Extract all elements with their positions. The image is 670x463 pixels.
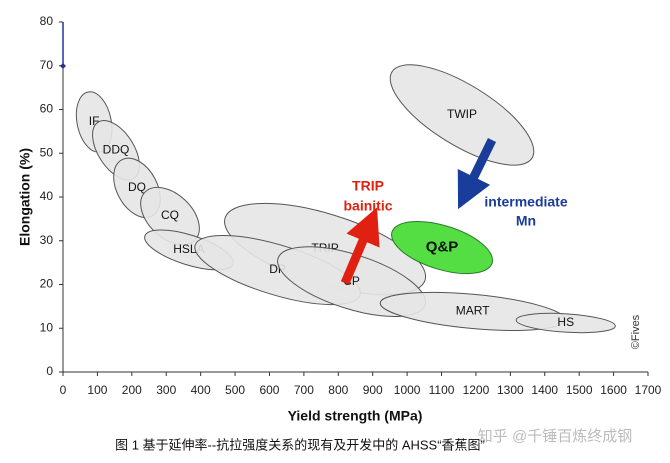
region-label: TWIP: [447, 107, 477, 121]
x-tick-label: 400: [191, 383, 211, 397]
x-tick-label: 700: [294, 383, 314, 397]
x-tick-label: 0: [60, 383, 67, 397]
region-label: IF: [89, 114, 100, 128]
y-tick-label: 70: [40, 58, 54, 72]
x-tick-label: 800: [328, 383, 348, 397]
caption: 图 1 基于延伸率--抗拉强度关系的现有及开发中的 AHSS“香蕉图”: [115, 437, 485, 452]
arrow: [340, 207, 380, 285]
region-label: DDQ: [103, 142, 130, 156]
x-tick-label: 900: [363, 383, 383, 397]
y-tick-label: 50: [40, 145, 54, 159]
credit: ©Fives: [630, 314, 642, 349]
y-tick-label: 20: [40, 277, 54, 291]
region: [515, 312, 616, 334]
region-label: CQ: [161, 208, 179, 222]
y-tick-label: 40: [40, 189, 54, 203]
annotation: bainitic: [343, 198, 392, 214]
arrow: [457, 138, 497, 210]
region-label: DQ: [128, 180, 146, 194]
region-label: HS: [557, 315, 574, 329]
y-tick-label: 80: [40, 14, 54, 28]
x-tick-label: 1300: [497, 383, 524, 397]
x-tick-label: 200: [122, 383, 142, 397]
x-tick-label: 100: [87, 383, 107, 397]
region: [391, 220, 494, 275]
x-tick-label: 600: [259, 383, 279, 397]
region: [389, 64, 535, 166]
y-tick-label: 60: [40, 102, 54, 116]
x-axis-label: Yield strength (MPa): [288, 408, 423, 424]
y-axis-label: Elongation (%): [17, 148, 33, 246]
y-tick-label: 0: [46, 364, 53, 378]
region-label: MART: [456, 304, 490, 318]
x-tick-label: 1200: [463, 383, 490, 397]
region-label: Q&P: [426, 239, 459, 256]
x-tick-label: 1400: [531, 383, 558, 397]
y-tick-label: 10: [40, 320, 54, 334]
x-tick-label: 300: [156, 383, 176, 397]
annotation: intermediate: [484, 194, 567, 210]
annotation: Mn: [516, 213, 536, 229]
x-tick-label: 500: [225, 383, 245, 397]
x-tick-label: 1700: [635, 383, 662, 397]
x-tick-label: 1000: [394, 383, 421, 397]
annotation: TRIP: [352, 178, 384, 194]
x-tick-label: 1500: [566, 383, 593, 397]
x-tick-label: 1600: [600, 383, 627, 397]
x-tick-label: 1100: [429, 383, 455, 397]
watermark: 知乎 @千锤百炼终成钢: [478, 428, 632, 445]
y-tick-label: 30: [40, 233, 54, 247]
